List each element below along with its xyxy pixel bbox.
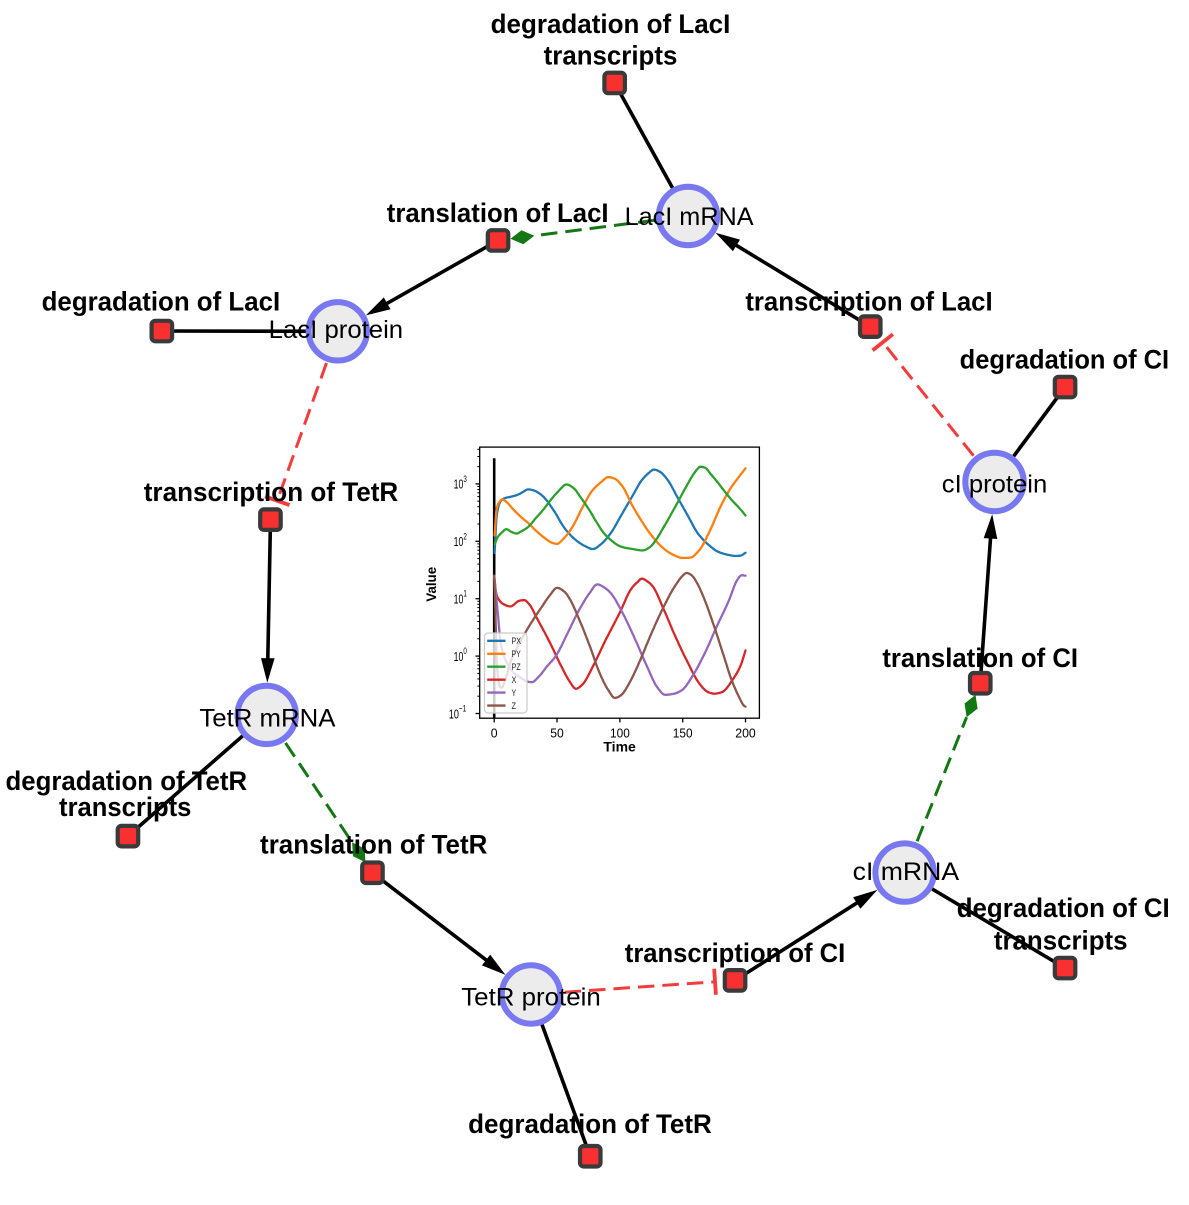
svg-text:degradation of LacI: degradation of LacI — [491, 9, 731, 39]
svg-text:translation of LacI: translation of LacI — [387, 198, 609, 228]
svg-text:transcripts: transcripts — [994, 925, 1128, 955]
svg-text:Y: Y — [512, 688, 517, 699]
svg-text:TetR protein: TetR protein — [461, 984, 601, 1012]
svg-text:translation of TetR: translation of TetR — [260, 829, 487, 859]
svg-text:cI mRNA: cI mRNA — [853, 858, 960, 886]
svg-text:TetR mRNA: TetR mRNA — [199, 705, 335, 733]
svg-text:150: 150 — [673, 725, 693, 740]
svg-text:transcripts: transcripts — [59, 792, 191, 822]
svg-text:LacI mRNA: LacI mRNA — [625, 203, 754, 231]
svg-text:LacI protein: LacI protein — [269, 316, 403, 344]
svg-text:X: X — [512, 675, 517, 686]
svg-text:transcription of LacI: transcription of LacI — [745, 286, 992, 316]
svg-text:0: 0 — [491, 725, 498, 740]
svg-text:50: 50 — [550, 725, 564, 740]
svg-text:PX: PX — [512, 636, 522, 647]
svg-text:translation of CI: translation of CI — [882, 643, 1078, 673]
svg-text:transcripts: transcripts — [544, 41, 678, 71]
svg-text:degradation of CI: degradation of CI — [957, 893, 1170, 923]
svg-text:Time: Time — [603, 739, 636, 754]
svg-text:200: 200 — [735, 725, 756, 740]
svg-text:degradation of TetR: degradation of TetR — [468, 1109, 712, 1139]
svg-text:PY: PY — [512, 649, 522, 660]
svg-text:degradation of LacI: degradation of LacI — [42, 287, 281, 317]
svg-text:Z: Z — [512, 701, 517, 712]
svg-text:PZ: PZ — [512, 662, 521, 673]
svg-text:degradation of CI: degradation of CI — [960, 344, 1170, 374]
svg-text:transcription of CI: transcription of CI — [625, 938, 845, 968]
svg-text:cI protein: cI protein — [942, 471, 1048, 499]
svg-text:100: 100 — [610, 725, 630, 740]
svg-text:transcription of TetR: transcription of TetR — [144, 477, 399, 507]
svg-text:Value: Value — [424, 566, 439, 601]
